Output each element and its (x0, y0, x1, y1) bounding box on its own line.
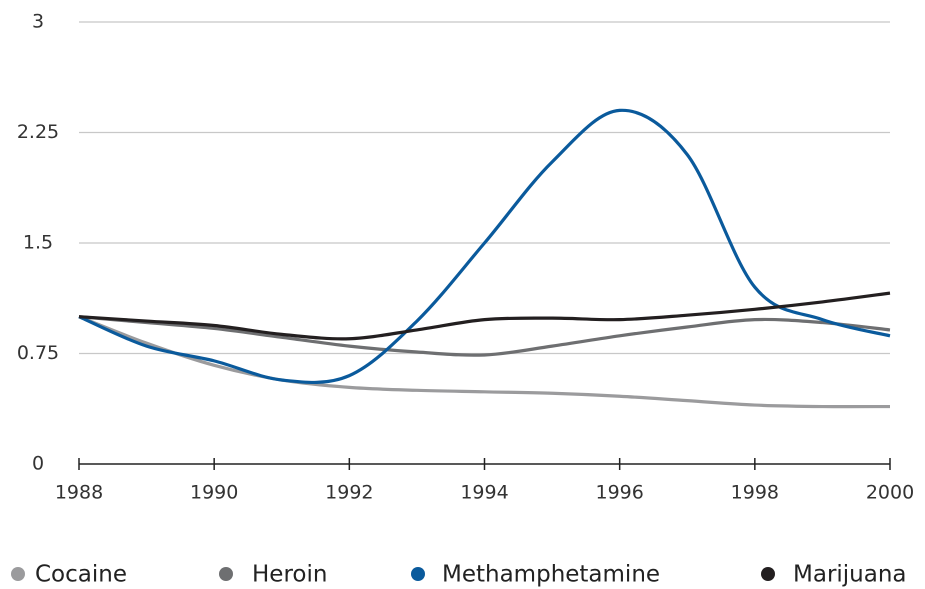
legend-swatch (11, 567, 25, 581)
y-tick-label: 1.5 (23, 232, 53, 254)
x-tick-label: 2000 (866, 482, 914, 504)
y-tick-label: 0.75 (17, 342, 59, 364)
x-tick-label: 1996 (595, 482, 643, 504)
legend-swatch (761, 567, 775, 581)
legend-label: Cocaine (35, 562, 127, 588)
x-tick-label: 1992 (325, 482, 373, 504)
line (78, 315, 891, 357)
legend-label: Methamphetamine (442, 562, 660, 588)
line (78, 108, 891, 385)
legend-label: Marijuana (793, 562, 907, 588)
legend-label: Heroin (252, 562, 327, 588)
line (78, 315, 891, 409)
x-tick-label: 1998 (731, 482, 779, 504)
legend-swatch (411, 567, 425, 581)
y-tick-label: 3 (32, 11, 44, 33)
legend-swatch (219, 567, 233, 581)
x-tick-label: 1988 (55, 482, 103, 504)
y-tick-label: 2.25 (17, 121, 59, 143)
x-tick-label: 1994 (460, 482, 508, 504)
line (78, 291, 891, 341)
x-tick-label: 1990 (190, 482, 238, 504)
y-tick-label: 0 (32, 453, 44, 475)
